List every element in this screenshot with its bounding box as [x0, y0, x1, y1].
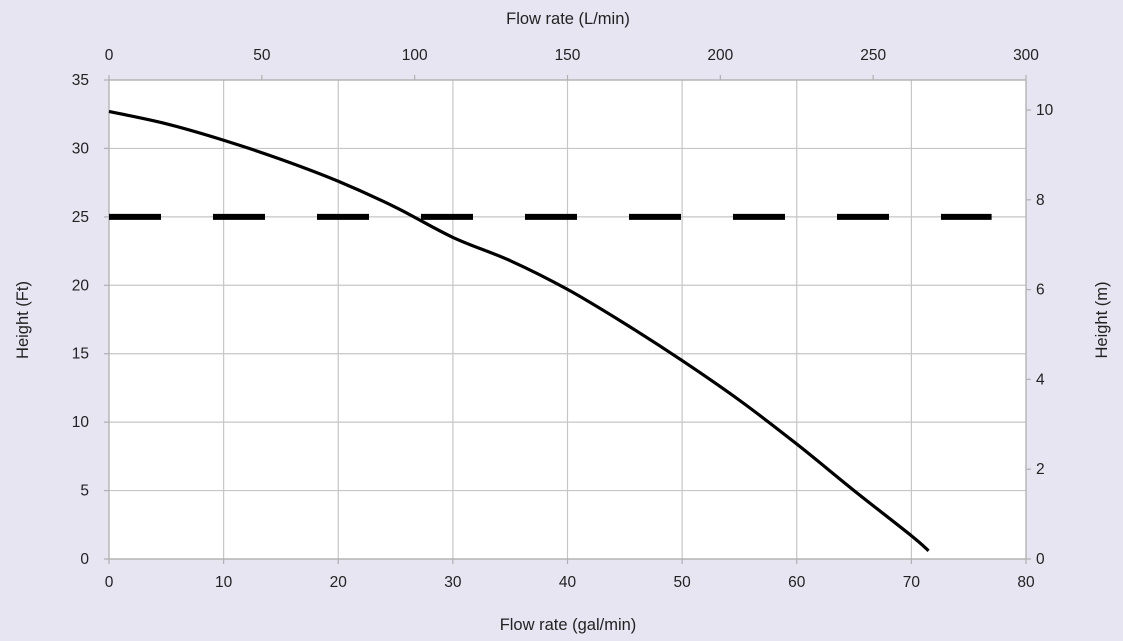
- y2-tick-label: 10: [1036, 102, 1054, 119]
- bottom-ticks: 0 10 20 30 40 50 60 70 80: [105, 559, 1035, 591]
- x2-tick-label: 100: [402, 47, 428, 64]
- x2-tick-label: 250: [860, 47, 886, 64]
- x-tick-label: 60: [788, 574, 806, 591]
- pump-curve-line: [108, 109, 930, 552]
- left-ticks: 0 5 10 15 20 25 30 35: [72, 72, 109, 568]
- x2-tick-label: 0: [105, 47, 114, 64]
- x2-tick-label: 300: [1013, 47, 1039, 64]
- y-tick-label: 20: [72, 277, 90, 294]
- x-tick-label: 10: [215, 574, 233, 591]
- x-tick-label: 70: [903, 574, 921, 591]
- grid: [108, 79, 1027, 560]
- y-tick-label: 35: [72, 72, 89, 89]
- y-tick-label: 15: [72, 346, 89, 363]
- x-axis-title: Flow rate (gal/min): [500, 616, 637, 634]
- y-tick-label: 25: [72, 209, 89, 226]
- y2-tick-label: 6: [1036, 282, 1045, 299]
- y2-tick-label: 0: [1036, 551, 1045, 568]
- top-ticks: 0 50 100 150 200 250 300: [105, 47, 1039, 80]
- x-tick-label: 20: [330, 574, 348, 591]
- y2-tick-label: 8: [1036, 192, 1045, 209]
- x-tick-label: 80: [1017, 574, 1035, 591]
- series-layer: [108, 109, 992, 552]
- y-tick-label: 5: [80, 483, 89, 500]
- x2-tick-label: 150: [555, 47, 581, 64]
- y2-tick-label: 2: [1036, 461, 1045, 478]
- x-tick-label: 50: [674, 574, 692, 591]
- y2-axis-title: Height (m): [1093, 281, 1111, 358]
- x2-tick-label: 200: [707, 47, 733, 64]
- y-tick-label: 10: [72, 414, 90, 431]
- y2-tick-label: 4: [1036, 371, 1045, 388]
- right-ticks: 0 2 4 6 8 10: [1026, 102, 1054, 568]
- x-tick-label: 0: [105, 574, 114, 591]
- x2-tick-label: 50: [253, 47, 271, 64]
- x-tick-label: 40: [559, 574, 577, 591]
- x2-axis-title: Flow rate (L/min): [506, 10, 630, 28]
- y-tick-label: 30: [72, 140, 90, 157]
- y-tick-label: 0: [80, 551, 89, 568]
- y-axis-title: Height (Ft): [14, 281, 32, 359]
- x-tick-label: 30: [444, 574, 462, 591]
